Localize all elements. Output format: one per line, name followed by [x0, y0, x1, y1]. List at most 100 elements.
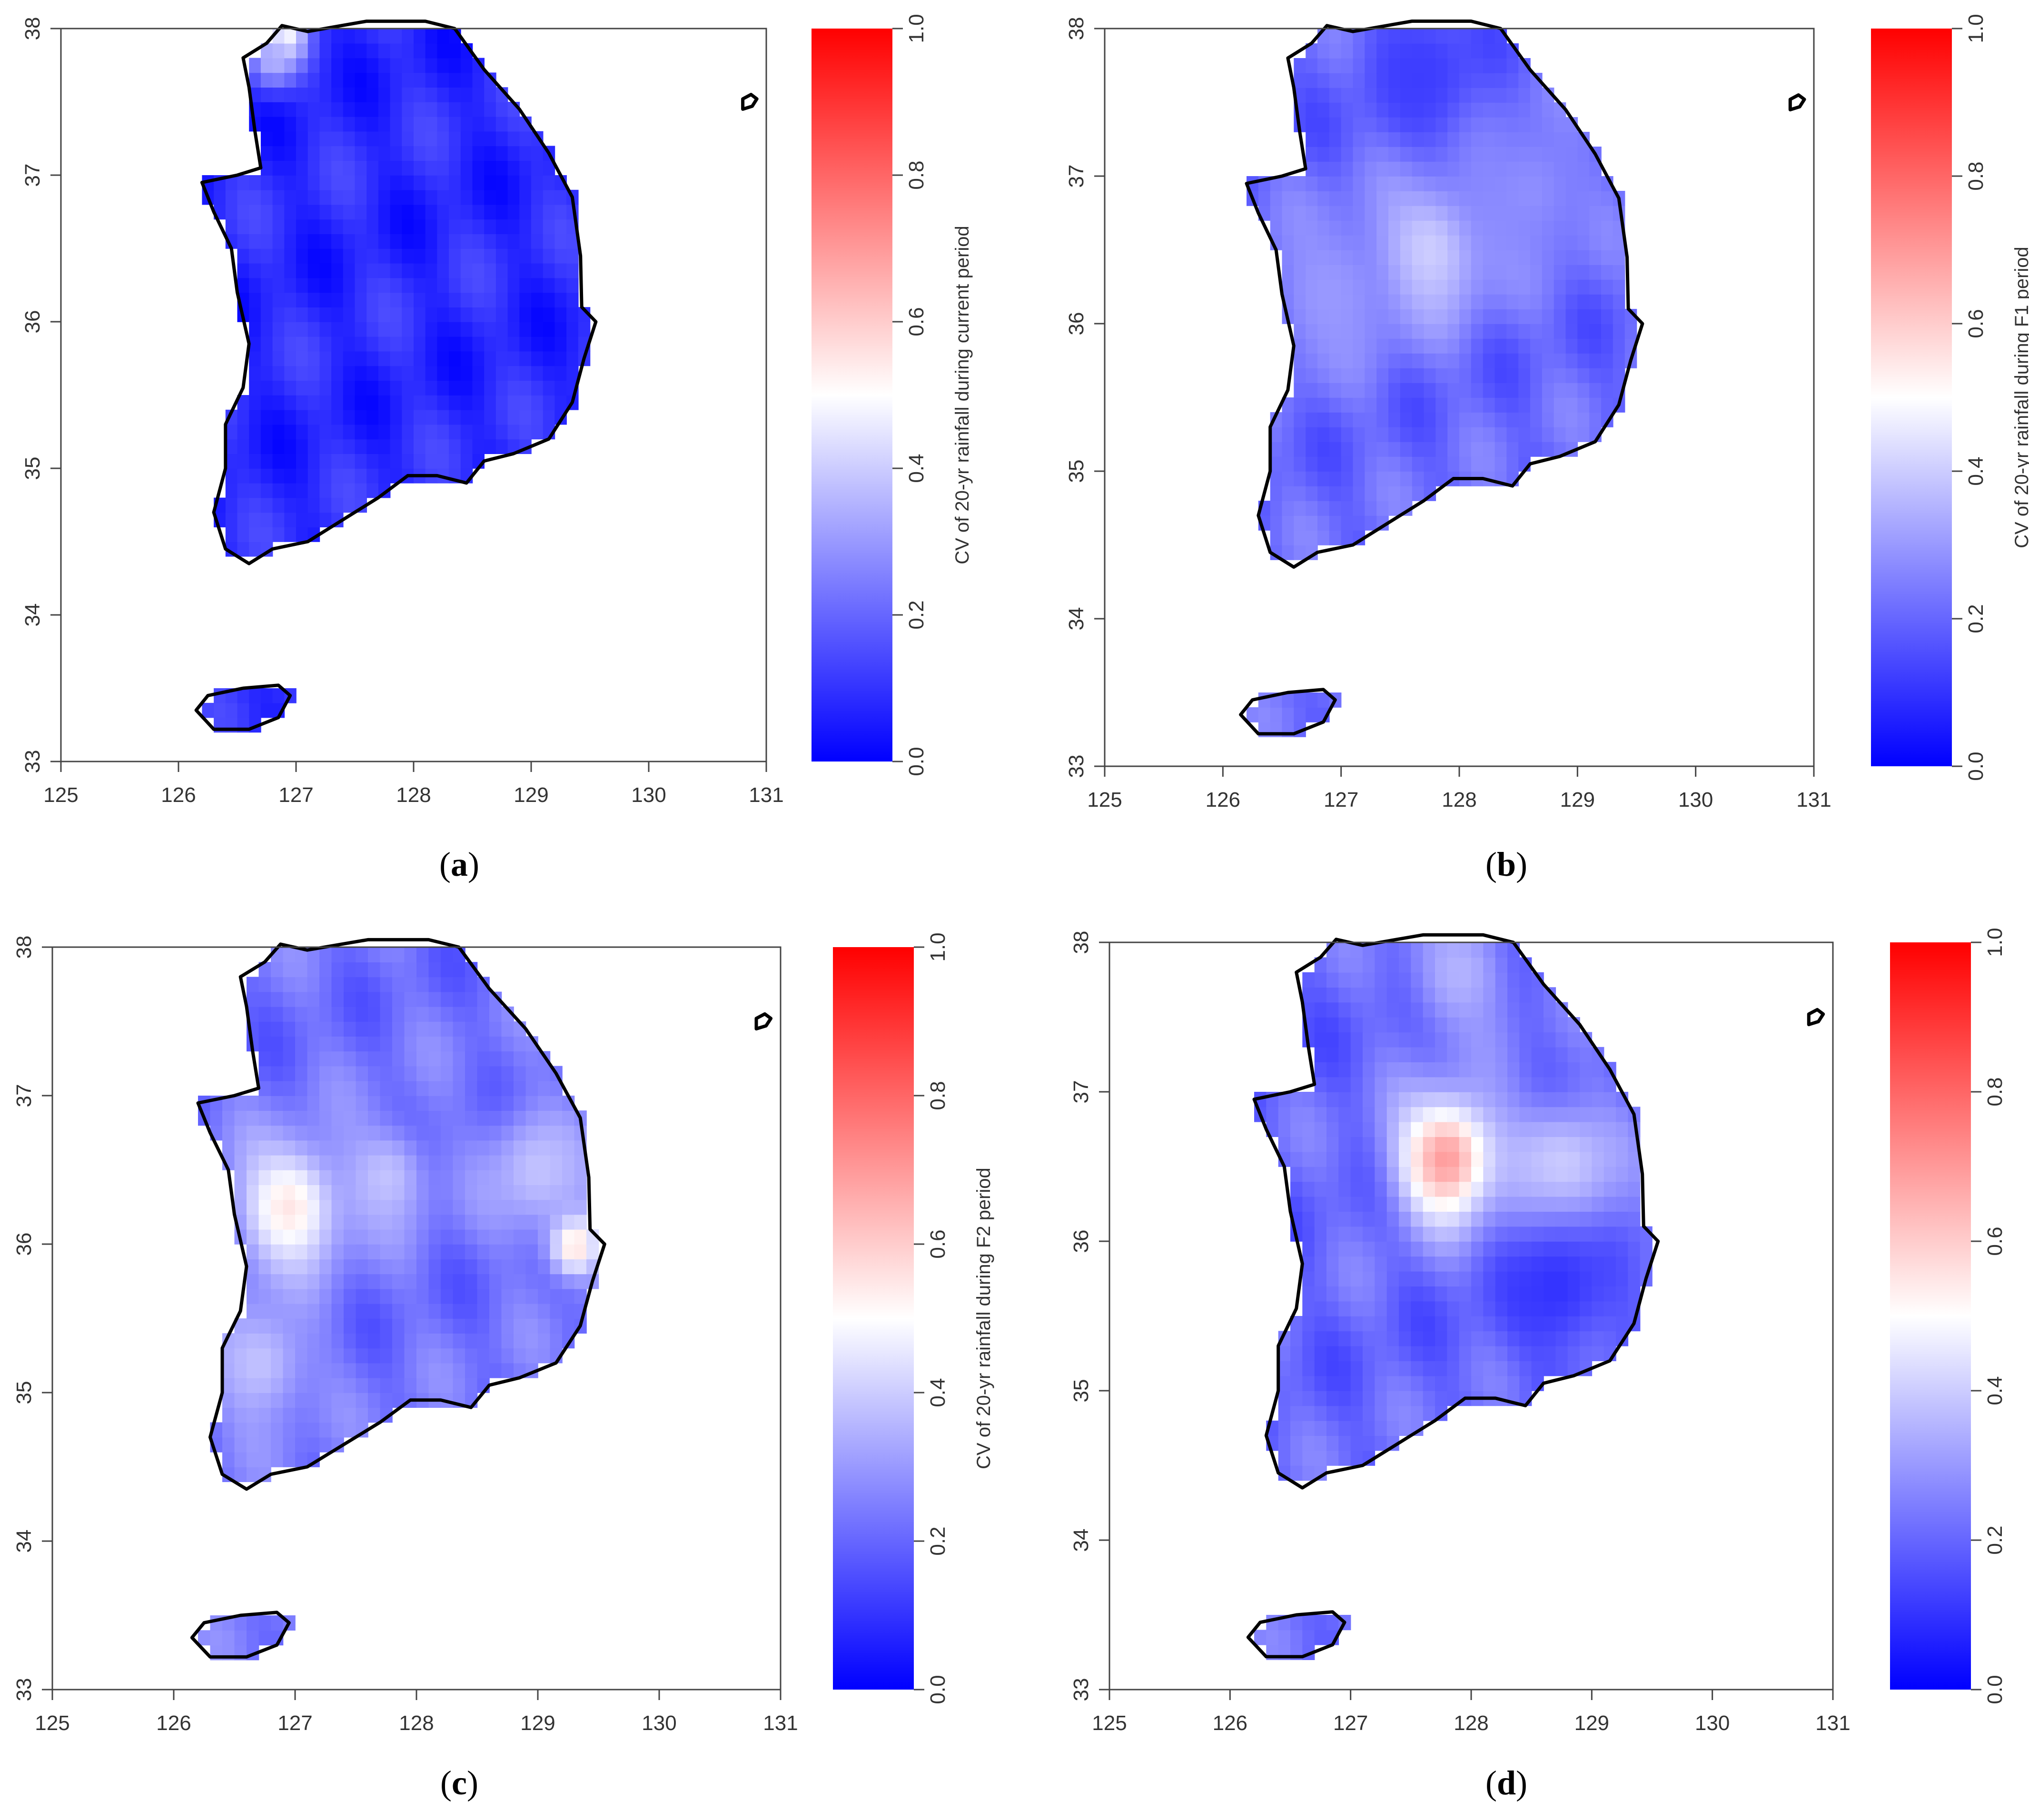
heatmap-cell: [331, 351, 344, 366]
heatmap-cell: [249, 58, 261, 73]
heatmap-cell: [1411, 1256, 1424, 1272]
heatmap-cell: [1507, 957, 1520, 973]
heatmap-cell: [378, 72, 391, 88]
heatmap-cell: [1531, 1077, 1544, 1092]
heatmap-cell: [507, 380, 520, 396]
heatmap-cell: [1567, 1062, 1580, 1078]
heatmap-cell: [525, 1170, 538, 1185]
heatmap-cell: [538, 1080, 551, 1096]
heatmap-cell: [1424, 456, 1436, 472]
heatmap-cell: [1386, 972, 1399, 988]
heatmap-cell: [1542, 161, 1554, 177]
heatmap-cell: [366, 336, 379, 352]
heatmap-cell: [1388, 132, 1401, 147]
heatmap-cell: [1518, 88, 1531, 103]
heatmap-cell: [1400, 442, 1413, 457]
heatmap-cell: [284, 248, 297, 264]
heatmap-cell: [1363, 1032, 1376, 1048]
heatmap-cell: [514, 1244, 526, 1259]
heatmap-cell: [1400, 294, 1413, 309]
heatmap-cell: [331, 160, 344, 176]
heatmap-cell: [1386, 1345, 1399, 1361]
heatmap-cell: [1294, 235, 1306, 250]
heatmap-cell: [1471, 1047, 1484, 1062]
heatmap-cell: [1424, 294, 1436, 309]
heatmap-cell: [271, 1110, 284, 1126]
heatmap-cell: [225, 204, 238, 220]
heatmap-cell: [574, 1288, 587, 1304]
heatmap-cell: [1471, 43, 1484, 59]
heatmap-cell: [1423, 1002, 1435, 1018]
heatmap-cell: [331, 1274, 344, 1289]
heatmap-cell: [344, 977, 356, 992]
heatmap-cell: [1613, 294, 1625, 309]
heatmap-cell: [1577, 397, 1590, 413]
heatmap-cell: [1424, 353, 1436, 368]
heatmap-cell: [319, 160, 332, 176]
heatmap-cell: [1375, 1196, 1387, 1212]
heatmap-cell: [1350, 987, 1363, 1003]
heatmap-cell: [501, 1348, 514, 1364]
heatmap-cell: [1471, 1167, 1484, 1182]
heatmap-cell: [1326, 1345, 1339, 1361]
heatmap-cell: [1338, 1121, 1351, 1137]
heatmap-cell: [295, 1125, 308, 1141]
heatmap-cell: [247, 1155, 259, 1170]
heatmap-cell: [495, 395, 508, 410]
heatmap-cell: [1495, 1301, 1508, 1316]
heatmap-cell: [258, 1407, 271, 1423]
heatmap-cell: [1542, 324, 1554, 339]
heatmap-cell: [1363, 1435, 1376, 1451]
heatmap-cell: [1459, 250, 1472, 265]
heatmap-cell: [344, 1274, 356, 1289]
heatmap-cell: [1565, 250, 1578, 265]
heatmap-cell: [428, 1274, 441, 1289]
heatmap-cell: [1400, 456, 1413, 472]
heatmap-cell: [1506, 191, 1519, 206]
heatmap-cell: [319, 454, 332, 469]
heatmap-cell: [343, 409, 356, 425]
heatmap-cell: [319, 307, 332, 322]
heatmap-cell: [366, 424, 379, 440]
heatmap-cell: [247, 1393, 259, 1408]
heatmap-cell: [1388, 383, 1401, 398]
heatmap-cell: [1375, 1211, 1387, 1227]
heatmap-cell: [1554, 250, 1566, 265]
heatmap-cell: [554, 336, 567, 352]
heatmap-cell: [1507, 987, 1520, 1003]
heatmap-cell: [437, 219, 449, 234]
heatmap-cell: [356, 1140, 368, 1156]
heatmap-cell: [319, 991, 332, 1007]
heatmap-cell: [1567, 1032, 1580, 1048]
heatmap-cell: [1388, 324, 1401, 339]
heatmap-cell: [1555, 1345, 1568, 1361]
heatmap-cell: [1589, 294, 1602, 309]
heatmap-cell: [477, 1125, 490, 1141]
heatmap-cell: [247, 1244, 259, 1259]
heatmap-cell: [1388, 294, 1401, 309]
heatmap-cell: [1592, 1345, 1604, 1361]
heatmap-cell: [1471, 353, 1484, 368]
heatmap-cell: [284, 409, 297, 425]
heatmap-cell: [1592, 1092, 1604, 1108]
heatmap-cell: [1506, 353, 1519, 368]
heatmap-cell: [1294, 294, 1306, 309]
heatmap-cell: [453, 1155, 465, 1170]
heatmap-cell: [1388, 353, 1401, 368]
heatmap-cell: [296, 497, 308, 513]
heatmap-cell: [307, 991, 320, 1007]
heatmap-cell: [237, 542, 249, 557]
heatmap-cell: [296, 454, 308, 469]
heatmap-cell: [402, 146, 414, 161]
heatmap-cell: [1495, 942, 1508, 958]
heatmap-cell: [307, 43, 320, 59]
heatmap-cell: [460, 72, 473, 88]
heatmap-cell: [460, 248, 473, 264]
heatmap-cell: [390, 219, 403, 234]
heatmap-cell: [1459, 147, 1472, 162]
heatmap-cell: [331, 72, 344, 88]
heatmap-cell: [271, 1303, 284, 1319]
heatmap-cell: [554, 307, 567, 322]
heatmap-cell: [460, 58, 473, 73]
heatmap-cell: [272, 454, 285, 469]
